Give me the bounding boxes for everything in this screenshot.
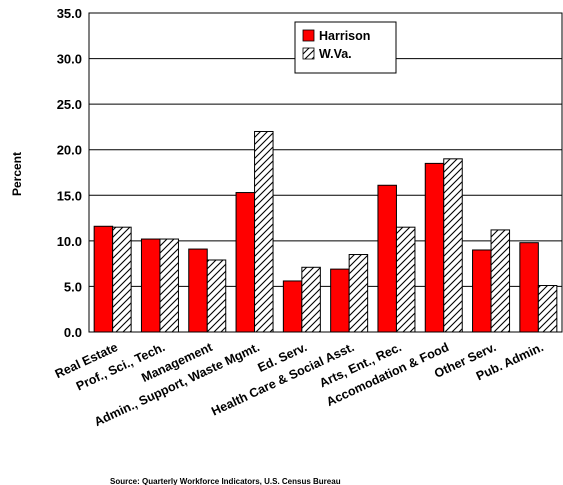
plot-frame: [88, 12, 563, 333]
y-tick-label: 35.0: [57, 6, 82, 21]
bar-harrison: [519, 242, 539, 333]
legend-swatch-harrison: [302, 29, 315, 42]
y-tick-label: 10.0: [57, 234, 82, 249]
y-tick-label: 0.0: [64, 325, 82, 340]
bar-harrison: [472, 249, 492, 333]
bar-harrison: [377, 184, 397, 333]
bar-wva: [395, 226, 416, 333]
bar-wva: [537, 285, 558, 333]
bar-harrison: [330, 268, 350, 333]
bar-wva: [348, 254, 369, 333]
bar-wva: [159, 238, 179, 333]
y-axis-ticks: 0.0 5.0 10.0 15.0 20.0 25.0 30.0 35.0: [57, 6, 82, 340]
y-tick-label: 5.0: [64, 279, 82, 294]
y-tick-label: 30.0: [57, 52, 82, 67]
bar-harrison: [235, 192, 256, 333]
y-axis-label: Percent: [10, 152, 24, 196]
bar-wva: [254, 130, 274, 333]
legend-swatch-wva: [302, 47, 315, 60]
y-tick-label: 20.0: [57, 143, 82, 158]
bar-harrison: [188, 248, 208, 333]
y-tick-label: 15.0: [57, 188, 82, 203]
bars: [93, 130, 558, 333]
legend-label-harrison: Harrison: [319, 29, 370, 43]
bar-harrison: [282, 280, 303, 333]
bar-harrison: [424, 162, 445, 333]
bar-wva: [490, 229, 511, 333]
bar-harrison: [140, 238, 161, 333]
bar-wva: [206, 259, 227, 333]
legend-label-wva: W.Va.: [319, 47, 352, 61]
source-note: Source: Quarterly Workforce Indicators, …: [110, 477, 341, 485]
bar-wva: [301, 266, 321, 333]
bar-harrison: [93, 225, 114, 333]
bar-wva: [112, 226, 132, 333]
bar-wva: [443, 158, 463, 333]
legend: Harrison W.Va.: [294, 21, 397, 74]
y-tick-label: 25.0: [57, 97, 82, 112]
